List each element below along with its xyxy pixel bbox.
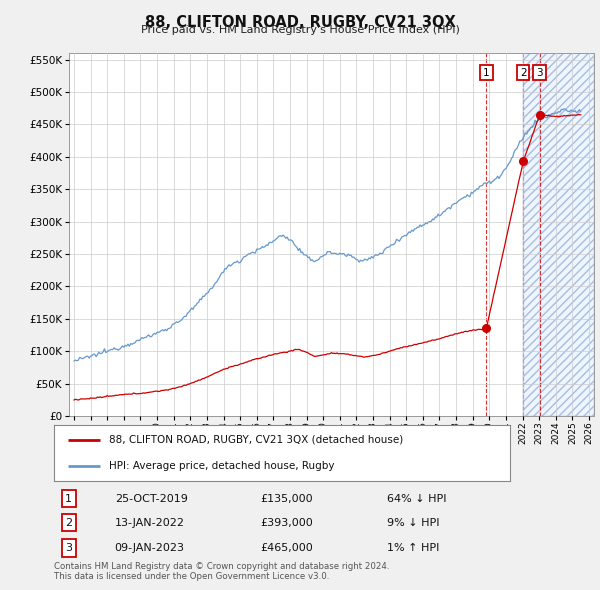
Text: 88, CLIFTON ROAD, RUGBY, CV21 3QX (detached house): 88, CLIFTON ROAD, RUGBY, CV21 3QX (detac… <box>109 435 403 445</box>
Text: 1: 1 <box>65 494 72 503</box>
Text: 2: 2 <box>65 518 73 528</box>
Text: 13-JAN-2022: 13-JAN-2022 <box>115 518 185 528</box>
Text: 3: 3 <box>536 67 543 77</box>
Text: Contains HM Land Registry data © Crown copyright and database right 2024.
This d: Contains HM Land Registry data © Crown c… <box>54 562 389 581</box>
Text: £465,000: £465,000 <box>260 543 313 553</box>
Text: 3: 3 <box>65 543 72 553</box>
Text: 64% ↓ HPI: 64% ↓ HPI <box>386 494 446 503</box>
Text: £135,000: £135,000 <box>260 494 313 503</box>
Text: HPI: Average price, detached house, Rugby: HPI: Average price, detached house, Rugb… <box>109 461 334 471</box>
Text: 88, CLIFTON ROAD, RUGBY, CV21 3QX: 88, CLIFTON ROAD, RUGBY, CV21 3QX <box>145 15 455 30</box>
Text: £393,000: £393,000 <box>260 518 313 528</box>
Text: 1% ↑ HPI: 1% ↑ HPI <box>386 543 439 553</box>
Text: 2: 2 <box>520 67 527 77</box>
Text: 09-JAN-2023: 09-JAN-2023 <box>115 543 185 553</box>
Text: 1: 1 <box>483 67 490 77</box>
Text: 9% ↓ HPI: 9% ↓ HPI <box>386 518 439 528</box>
Text: Price paid vs. HM Land Registry's House Price Index (HPI): Price paid vs. HM Land Registry's House … <box>140 25 460 35</box>
Text: 25-OCT-2019: 25-OCT-2019 <box>115 494 188 503</box>
